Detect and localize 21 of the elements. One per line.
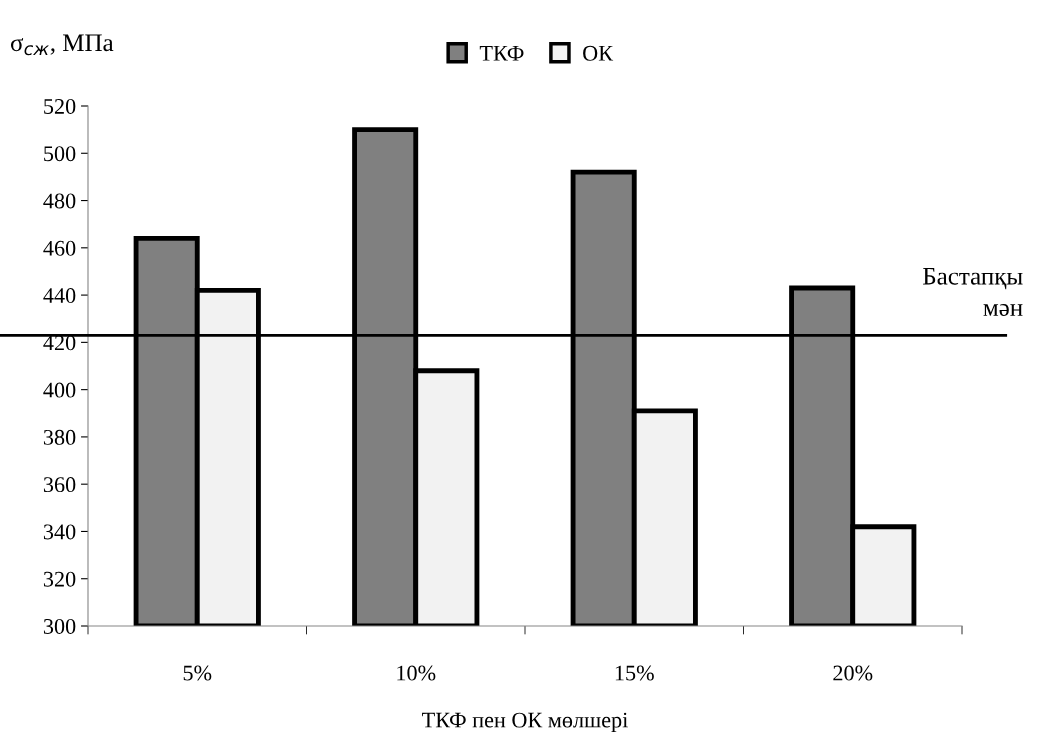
- y-tick-label: 520: [44, 98, 76, 114]
- y-tick-label: 360: [43, 477, 76, 493]
- y-tick-label: 320: [43, 571, 76, 587]
- legend-label: ТКФ: [479, 46, 524, 61]
- legend-label: ОК: [583, 45, 614, 61]
- x-tick-label: 10%: [397, 665, 436, 681]
- y-tick-label: 300: [43, 618, 76, 634]
- y-tick-label: 380: [43, 429, 76, 445]
- x-axis-title: ТКФ пен ОК мөлшері: [422, 712, 628, 733]
- y-tick-label: 500: [44, 146, 76, 162]
- y-tick-label: 340: [43, 524, 76, 540]
- y-tick-label: 440: [43, 288, 76, 304]
- y-tick-label: 400: [43, 382, 76, 398]
- y-tick-label: 460: [43, 240, 76, 256]
- y-tick-label: 480: [43, 193, 76, 209]
- y-axis-title: σ$_{сж}$, МПа: [10, 34, 114, 56]
- x-tick-label: 15%: [615, 665, 654, 681]
- x-tick-label: 5%: [183, 665, 212, 681]
- x-tick-label: 20%: [833, 665, 873, 681]
- y-tick-label: 420: [43, 335, 76, 351]
- ref-line-label: Бастапқы мән: [923, 268, 1023, 317]
